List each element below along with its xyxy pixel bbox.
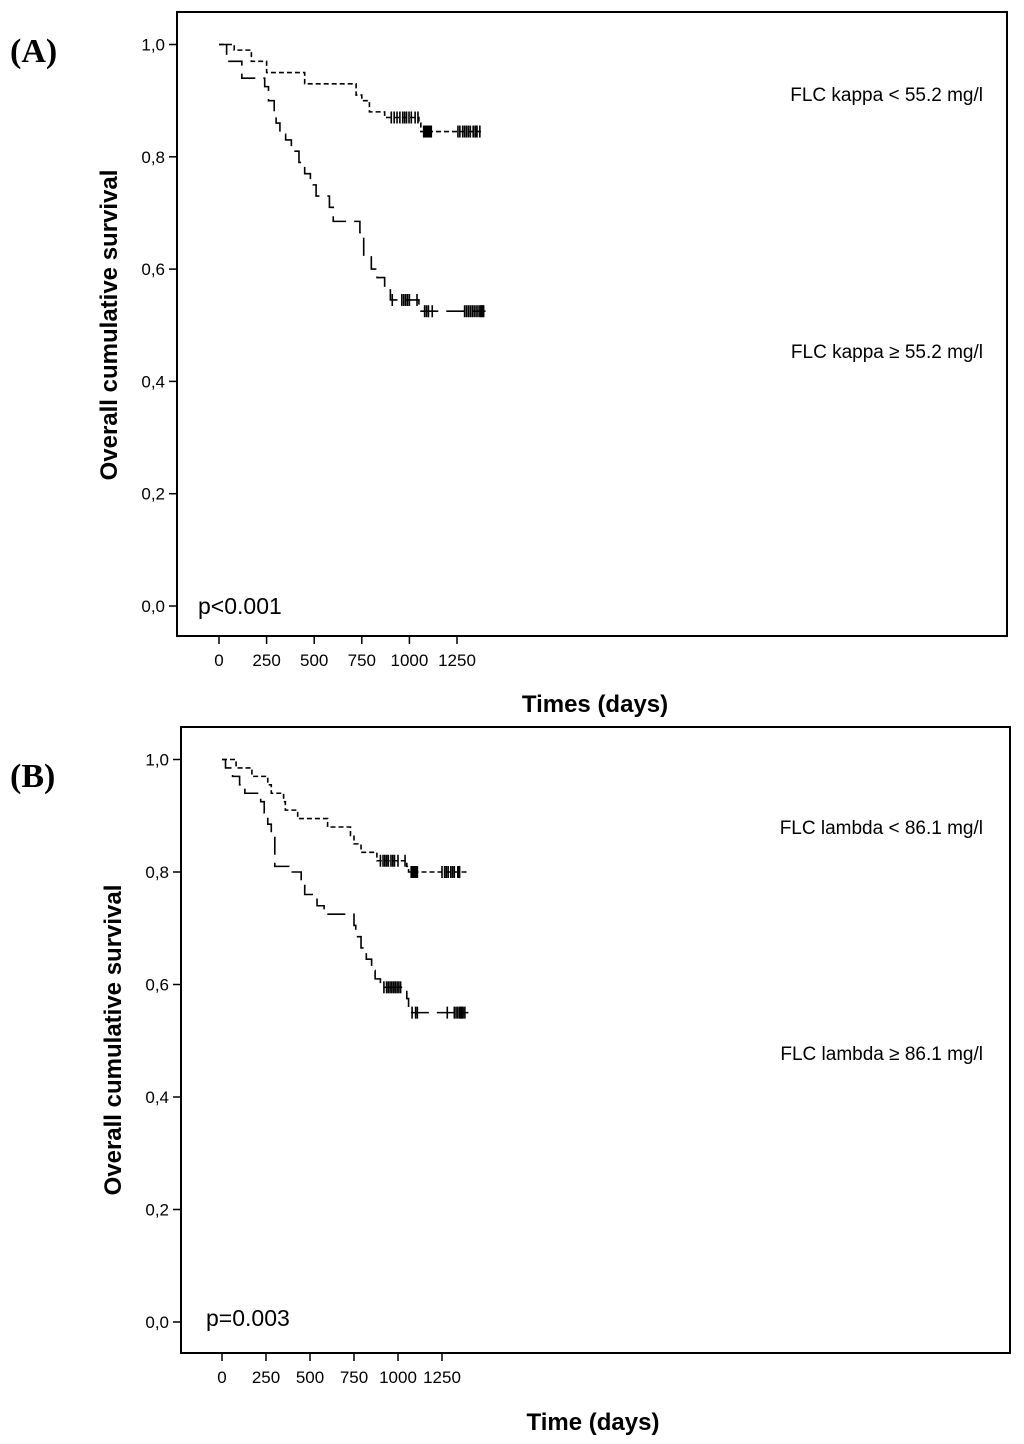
y-tick-label: 0,4 (145, 1088, 169, 1107)
panel-label-a: (A) (10, 33, 57, 70)
series-label-lambda-high: FLC lambda ≥ 86.1 mg/l (780, 1044, 983, 1065)
x-tick-label: 1000 (390, 651, 428, 670)
x-tick-label: 500 (300, 651, 328, 670)
x-tick-label: 1250 (438, 651, 476, 670)
panel-label-b: (B) (10, 758, 55, 795)
series-label-kappa-low: FLC kappa < 55.2 mg/l (790, 85, 983, 106)
plot-frame-b (180, 726, 1011, 1354)
x-tick-label: 750 (348, 651, 376, 670)
plot-frame-a (176, 11, 1008, 637)
y-tick-label: 0,8 (141, 148, 165, 167)
x-axis-title-a: Times (days) (522, 691, 668, 718)
y-axis-title-a: Overall cumulative survival (96, 170, 123, 481)
y-tick-label: 0,2 (141, 485, 165, 504)
x-tick-label: 250 (252, 651, 280, 670)
x-tick-label: 1250 (423, 1368, 461, 1387)
p-value-a: p<0.001 (198, 593, 282, 619)
p-value-b: p=0.003 (206, 1305, 290, 1331)
series-label-lambda-low: FLC lambda < 86.1 mg/l (780, 818, 983, 839)
y-tick-label: 0,0 (145, 1313, 169, 1332)
curve-group-a (219, 43, 486, 318)
y-tick-label: 0,6 (141, 260, 165, 279)
survival-curve-low (219, 43, 484, 133)
x-tick-label: 750 (340, 1368, 368, 1387)
x-tick-label: 0 (214, 651, 223, 670)
y-tick-label: 0,6 (145, 976, 169, 995)
y-tick-label: 0,8 (145, 863, 169, 882)
survival-curve-high (219, 43, 486, 313)
y-tick-label: 1,0 (145, 751, 169, 770)
x-axis-title-b: Time (days) (527, 1409, 660, 1436)
survival-curve-low (222, 758, 467, 873)
y-tick-label: 0,2 (145, 1201, 169, 1220)
survival-curve-high (222, 758, 469, 1014)
y-axis-title-b: Overall cumulative survival (100, 885, 127, 1196)
y-tick-label: 1,0 (141, 36, 165, 55)
tick-group-a: 0 250 500 750 1000 1250 0,0 0,2 0,4 0,6 0,8 1,0 (141, 36, 476, 671)
tick-group-b: 0 250 500 750 1000 1250 0,0 0,2 0,4 0,6 0,8 1,0 (145, 751, 461, 1388)
x-tick-label: 500 (296, 1368, 324, 1387)
x-tick-label: 1000 (379, 1368, 417, 1387)
y-tick-label: 0,0 (141, 597, 165, 616)
panel-b: (B) 0 250 500 750 1000 1250 0,0 0,2 0,4 0,6 0,8 1,0… (10, 726, 1011, 1436)
panel-a: (A) 0 250 500 750 1000 1250 0,0 0,2 0,4 0,6 0,8 1,0… (10, 11, 1008, 718)
x-tick-label: 250 (252, 1368, 280, 1387)
series-label-kappa-high: FLC kappa ≥ 55.2 mg/l (791, 342, 983, 363)
y-tick-label: 0,4 (141, 372, 165, 391)
curve-group-b (222, 758, 469, 1019)
x-tick-label: 0 (217, 1368, 226, 1387)
